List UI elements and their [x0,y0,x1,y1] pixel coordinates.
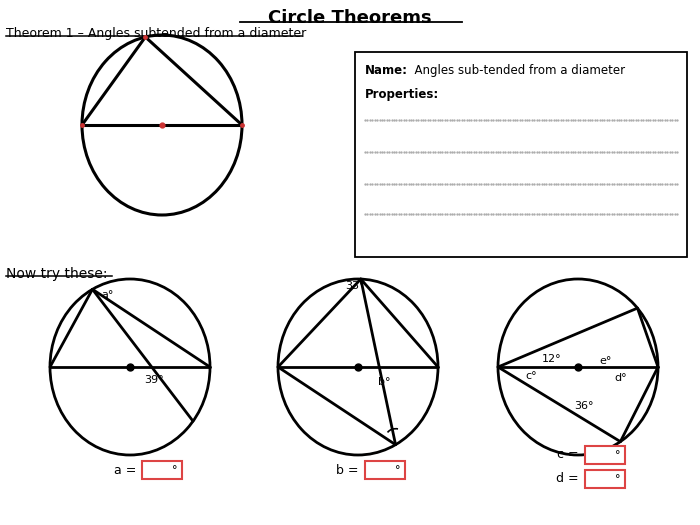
Text: Circle Theorems: Circle Theorems [268,9,432,27]
Text: °: ° [615,450,621,460]
Text: Theorem 1 – Angles subtended from a diameter: Theorem 1 – Angles subtended from a diam… [6,27,307,40]
Text: Now try these:: Now try these: [6,267,108,281]
Text: 26°: 26° [378,460,398,470]
FancyBboxPatch shape [355,52,687,257]
Text: a°: a° [102,290,114,300]
Text: b =: b = [337,464,363,477]
Text: e°: e° [600,356,612,366]
FancyBboxPatch shape [142,461,182,479]
FancyBboxPatch shape [365,461,405,479]
Text: d°: d° [615,373,627,383]
Text: Properties:: Properties: [365,88,440,101]
Text: 12°: 12° [542,354,562,364]
FancyBboxPatch shape [585,470,625,488]
Text: d =: d = [556,472,583,486]
Text: Angles sub-tended from a diameter: Angles sub-tended from a diameter [407,64,625,77]
Text: 33°: 33° [345,281,364,291]
FancyBboxPatch shape [585,446,625,464]
Text: 36°: 36° [574,401,594,411]
Text: °: ° [172,465,178,475]
Text: c =: c = [557,448,583,461]
Text: °: ° [615,474,621,484]
Text: b°: b° [378,377,391,387]
Text: a =: a = [113,464,140,477]
Text: c°: c° [525,371,537,381]
Text: Name:: Name: [365,64,408,77]
Text: 39°: 39° [144,375,164,385]
Text: °: ° [395,465,400,475]
